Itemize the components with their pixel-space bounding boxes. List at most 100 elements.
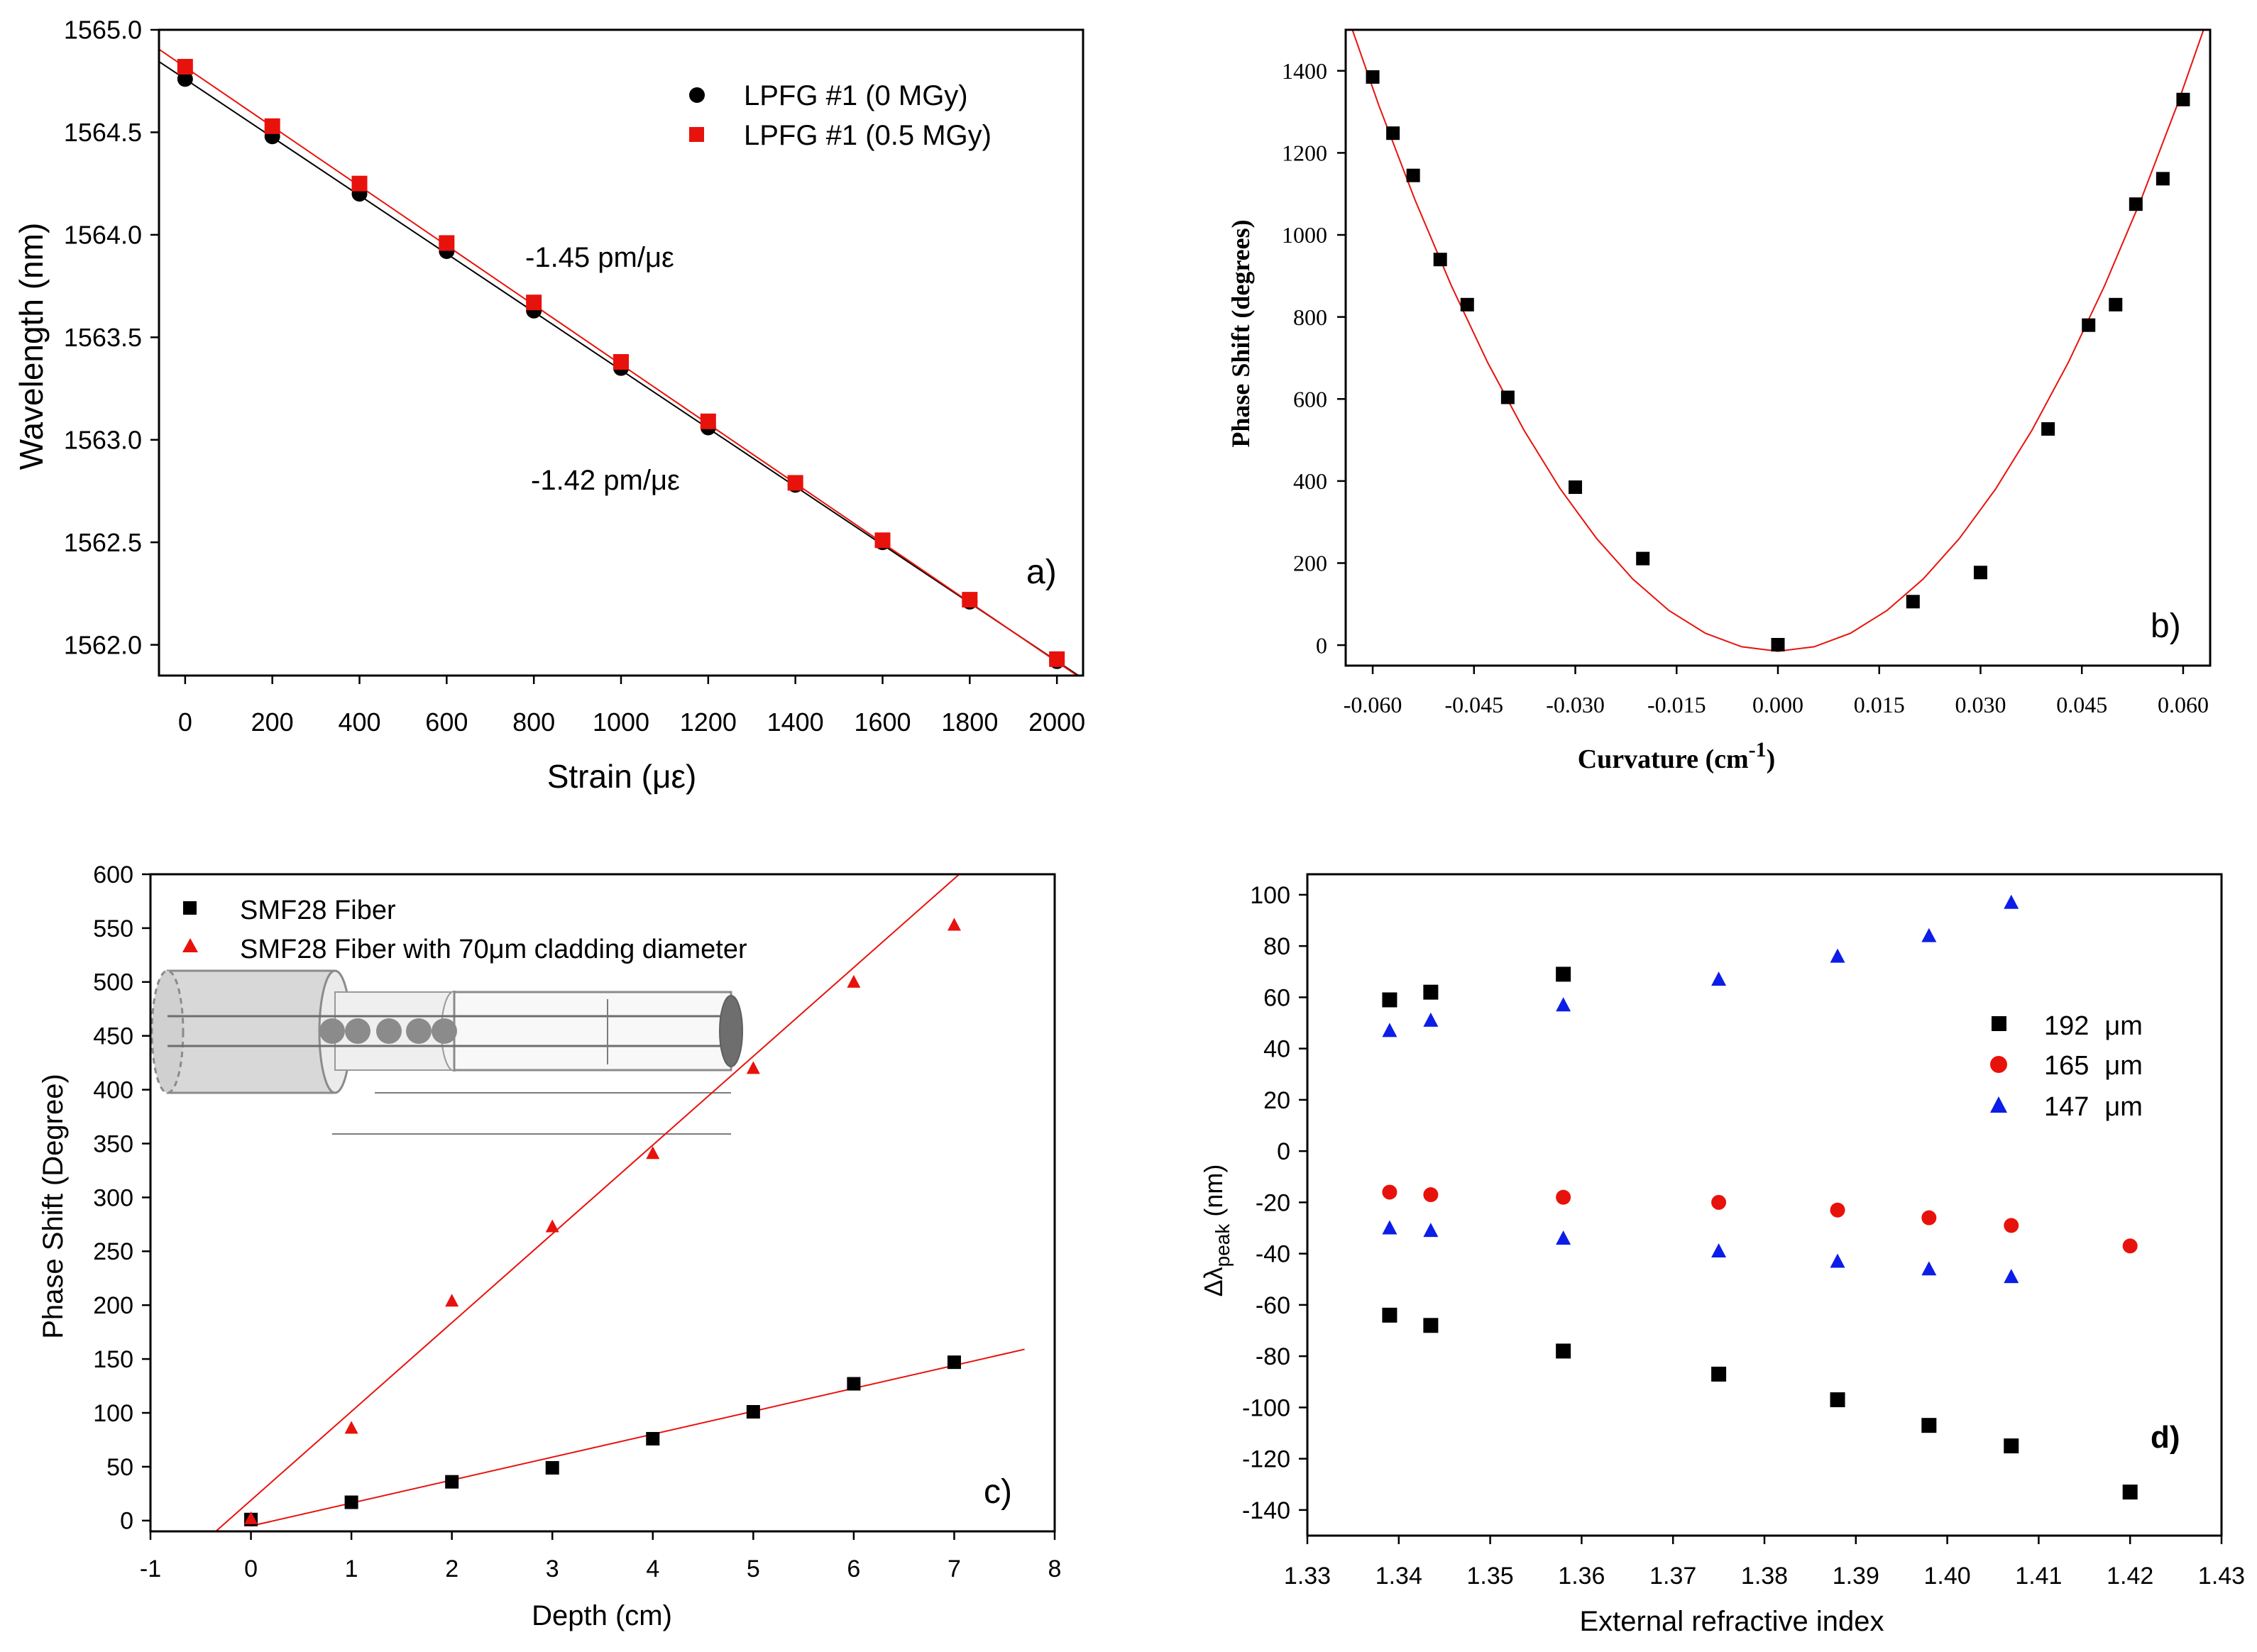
panel-b-ytick-label: 200 xyxy=(1293,551,1327,576)
panel-d-point-s2 xyxy=(2004,894,2019,909)
panel-a-ytick-label: 1562.0 xyxy=(64,630,142,659)
panel-b-xlabel: Curvature (cm-1) xyxy=(1578,738,1776,774)
panel-c-point-s1 xyxy=(947,918,961,931)
panel-b-point-s0 xyxy=(2082,318,2096,332)
panel-c-xtick-label: 0 xyxy=(244,1555,258,1582)
panel-c-point-s0 xyxy=(646,1431,660,1446)
panel-a-point-s1 xyxy=(264,118,280,134)
panel-c-point-s1 xyxy=(847,974,861,988)
panel-c-ytick-label: 300 xyxy=(93,1184,133,1211)
panel-b-label: b) xyxy=(2151,607,2181,645)
panel-a-ytick-label: 1564.0 xyxy=(64,220,142,249)
slope-annotation-upper: -1.45 pm/με xyxy=(525,242,674,273)
panel-a-xtick-label: 2000 xyxy=(1028,707,1085,737)
panel-d-point-s2 xyxy=(1556,997,1571,1012)
panel-d-point-s2 xyxy=(1921,1261,1937,1276)
panel-c-label: c) xyxy=(984,1473,1012,1511)
panel-c-xtick-label: 4 xyxy=(646,1555,659,1582)
panel-d-xtick-label: 1.42 xyxy=(2107,1563,2153,1590)
panel-c-ytick-label: 550 xyxy=(93,915,133,942)
panel-d-point-s0 xyxy=(1711,1366,1727,1382)
panel-a-point-s1 xyxy=(962,592,978,608)
panel-d-point-s0 xyxy=(1921,1418,1937,1433)
panel-b-point-s0 xyxy=(1569,480,1583,495)
legend-label-smf28-70um: SMF28 Fiber with 70μm cladding diameter xyxy=(240,935,747,964)
panel-d-ytick-label: -40 xyxy=(1256,1241,1290,1268)
panel-d-xtick-label: 1.35 xyxy=(1467,1563,1514,1590)
panel-a-xtick-label: 800 xyxy=(512,707,555,737)
panel-a-xtick-label: 1200 xyxy=(680,707,737,737)
panel-a-ytick-label: 1563.0 xyxy=(64,425,142,454)
panel-b-point-s0 xyxy=(1906,595,1920,609)
panel-b-ylabel: Phase Shift (degrees) xyxy=(1226,219,1255,447)
panel-d-point-s2 xyxy=(1556,1230,1571,1245)
panel-b-point-s0 xyxy=(1973,566,1987,580)
legend-marker-165um xyxy=(1990,1056,2007,1073)
panel-b-point-s0 xyxy=(2176,92,2190,106)
panel-c-xtick-label: 7 xyxy=(948,1555,961,1582)
panel-c-point-s1 xyxy=(545,1219,559,1233)
panel-d-point-s2 xyxy=(1423,1223,1439,1238)
panel-a-xtick-label: 1800 xyxy=(941,707,998,737)
panel-b: -0.060 -0.045 -0.030 -0.015 0.000 0.015 0.030 0… xyxy=(1226,28,2212,774)
panel-c-point-s1 xyxy=(244,1511,258,1524)
panel-d-ytick-label: -140 xyxy=(1242,1497,1290,1524)
panel-b-point-s0 xyxy=(1500,390,1515,404)
panel-d-point-s0 xyxy=(1382,1307,1397,1323)
panel-d-plot-frame xyxy=(1306,873,2223,1537)
panel-d-point-s0 xyxy=(2004,1438,2019,1454)
panel-b-xtick-label: 0.015 xyxy=(1854,692,1905,717)
fiber-schematic-inset xyxy=(150,969,743,1135)
legend-label-smf28: SMF28 Fiber xyxy=(240,896,396,925)
panel-a-xtick-label: 1400 xyxy=(767,707,824,737)
panel-d-ytick-label: 100 xyxy=(1250,882,1290,909)
panel-b-point-s0 xyxy=(2156,172,2170,186)
panel-a-point-s1 xyxy=(1049,651,1065,667)
panel-c-ytick-label: 0 xyxy=(120,1508,133,1535)
panel-d-xtick-label: 1.37 xyxy=(1649,1563,1696,1590)
panel-d-point-s2 xyxy=(1423,1012,1439,1027)
panel-d-xtick-label: 1.36 xyxy=(1558,1563,1605,1590)
panel-c-ytick-label: 250 xyxy=(93,1238,133,1265)
panel-d-xtick-label: 1.43 xyxy=(2198,1563,2245,1590)
panel-d-ytick-label: 20 xyxy=(1263,1087,1290,1114)
panel-d-ytick-label: 60 xyxy=(1263,984,1290,1011)
panel-d-point-s1 xyxy=(2122,1238,2138,1254)
panel-c-point-s0 xyxy=(545,1460,559,1475)
panel-a-ytick-label: 1563.5 xyxy=(64,323,142,352)
panel-a-ytick-label: 1562.5 xyxy=(64,528,142,557)
legend-marker-192um xyxy=(1992,1016,2006,1031)
panel-d-point-s2 xyxy=(1382,1220,1397,1235)
panel-b-xtick-label: 0.045 xyxy=(2056,692,2107,717)
panel-c-xtick-label: -1 xyxy=(140,1555,161,1582)
legend-marker-smf28-70um xyxy=(182,938,198,952)
panel-c-ytick-label: 500 xyxy=(93,969,133,996)
panel-d-point-s0 xyxy=(1423,984,1439,1000)
panel-c: -1 0 1 2 3 4 5 6 7 8 0 50 100 150 200 250 300 350 400 450 50… xyxy=(38,861,1061,1631)
panel-a-point-s1 xyxy=(787,475,803,491)
panel-a-point-s1 xyxy=(526,294,542,311)
panel-d-point-s2 xyxy=(1830,948,1845,963)
panel-a-xtick-label: 400 xyxy=(338,707,380,737)
panel-b-ytick-label: 800 xyxy=(1293,304,1327,330)
legend-label-192um: 192 μm xyxy=(2044,1011,2143,1041)
panel-c-plot-frame xyxy=(149,873,1056,1533)
panel-b-xtick-label: -0.045 xyxy=(1444,692,1503,717)
panel-d-point-s2 xyxy=(1830,1253,1845,1268)
slope-annotation-lower: -1.42 pm/με xyxy=(531,465,680,496)
panel-d-xtick-label: 1.41 xyxy=(2015,1563,2062,1590)
legend-label-0mgy: LPFG #1 (0 MGy) xyxy=(744,80,968,111)
panel-b-point-s0 xyxy=(1433,253,1447,267)
panel-a-point-s1 xyxy=(351,175,368,192)
panel-d-point-s0 xyxy=(1556,967,1571,982)
panel-d-point-s1 xyxy=(1921,1210,1937,1226)
panel-c-ytick-label: 100 xyxy=(93,1400,133,1427)
panel-d-point-s0 xyxy=(1382,992,1397,1008)
panel-c-xtick-label: 6 xyxy=(847,1555,860,1582)
panel-d-point-s0 xyxy=(1556,1343,1571,1359)
panel-b-point-s0 xyxy=(1771,638,1785,652)
panel-d-point-s0 xyxy=(1830,1392,1845,1408)
panel-a-point-s1 xyxy=(700,413,716,429)
panel-d-point-s2 xyxy=(1382,1023,1397,1037)
legend-marker-147um xyxy=(1990,1096,2007,1113)
